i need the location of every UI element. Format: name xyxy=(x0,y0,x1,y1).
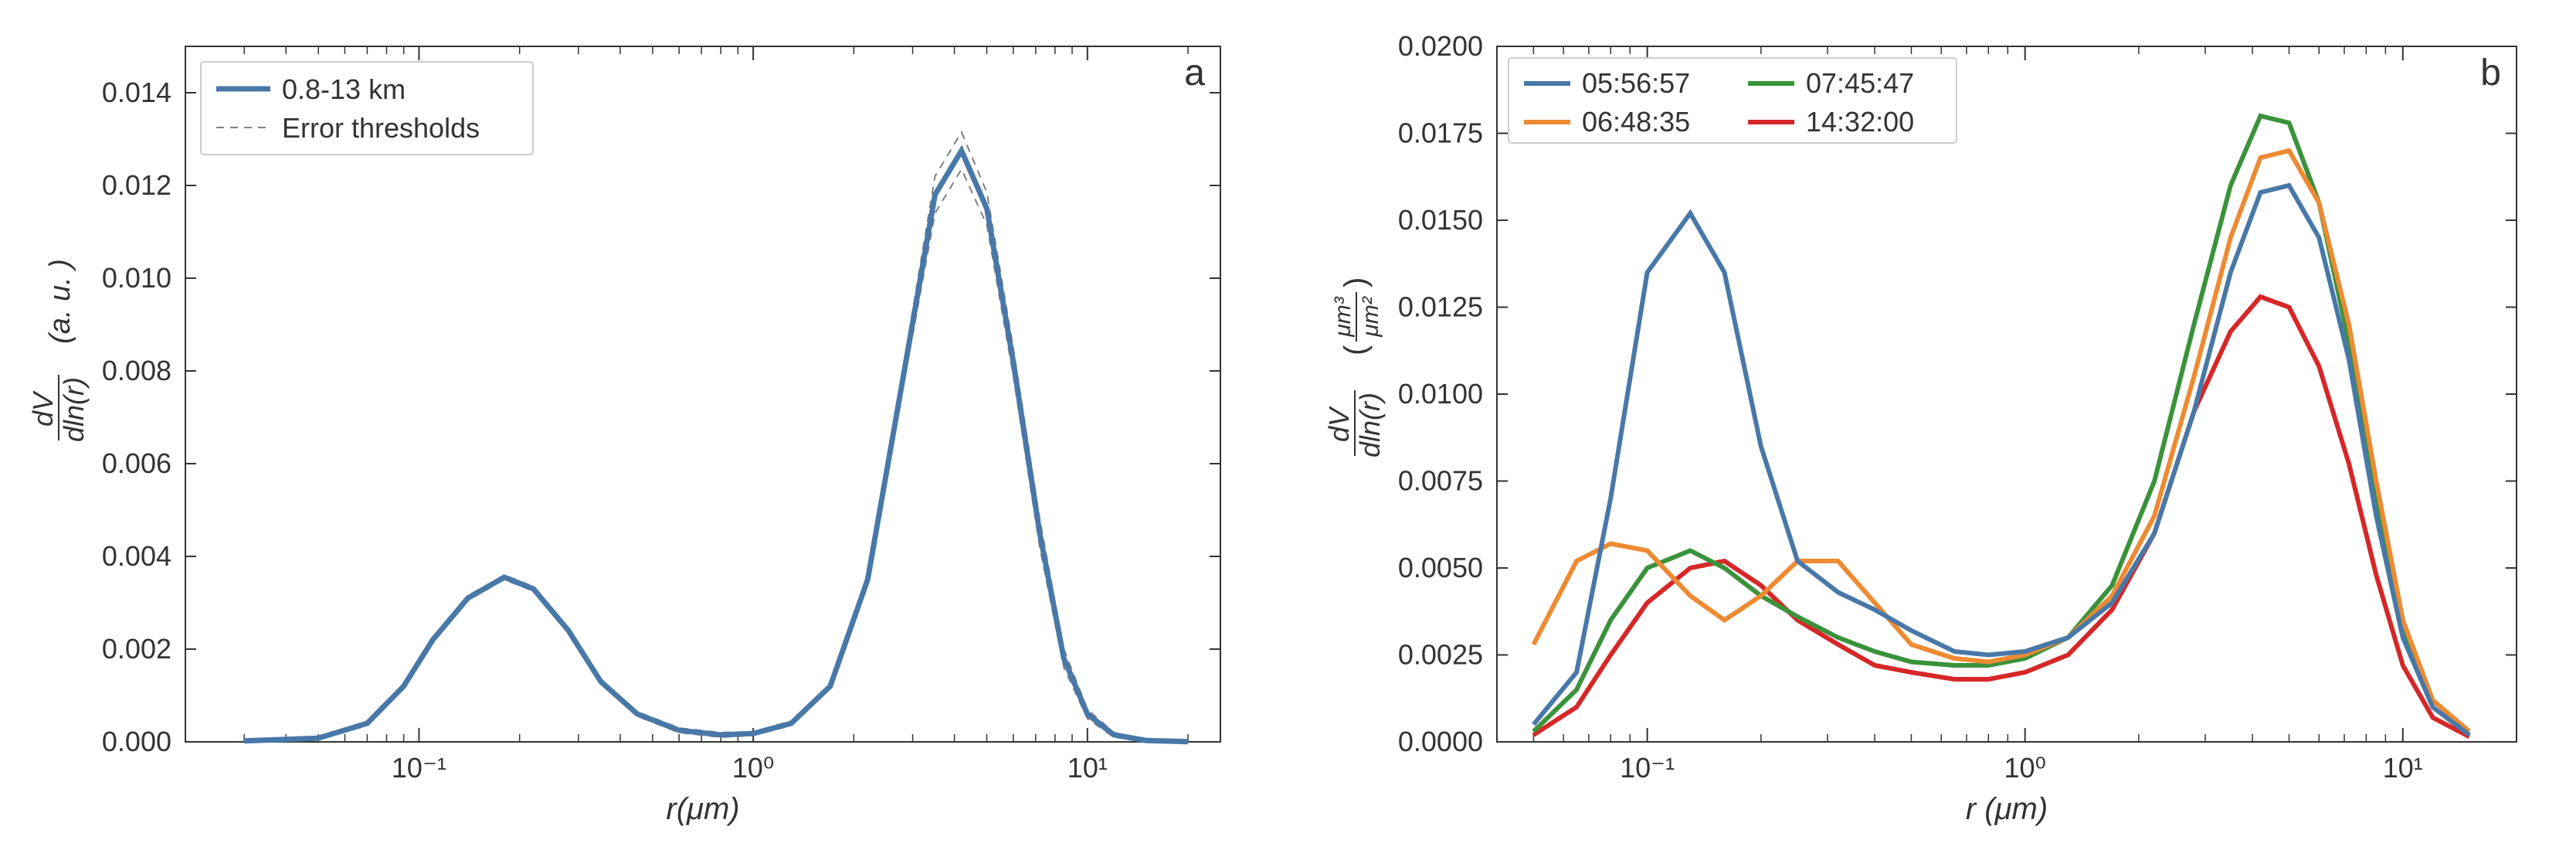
xtick-label: 10⁰ xyxy=(732,752,774,784)
ytick-label: 0.000 xyxy=(102,726,171,757)
panel-a: 0.000 0.002 0.004 0.006 0.008 0.010 0.012 0.014… xyxy=(15,15,1265,842)
error-lower-line xyxy=(244,169,1188,742)
panel-letter: b xyxy=(2480,53,2501,94)
svg-text:): ) xyxy=(1339,277,1373,287)
chart-b-svg: 0.0000 0.0025 0.0050 0.0075 0.0100 0.0125 0.01… xyxy=(1312,15,2547,842)
ytick-label: 0.006 xyxy=(102,447,171,479)
panel-letter: a xyxy=(1184,53,1205,94)
svg-text:dV: dV xyxy=(27,390,59,427)
plot-border xyxy=(1497,46,2517,742)
ytick-label: 0.0150 xyxy=(1397,204,1482,236)
ytick-label: 0.0050 xyxy=(1397,552,1482,583)
y-axis-label: dVdln(r) ( μm³μm²) xyxy=(1323,277,1386,457)
ytick-label: 0.0000 xyxy=(1397,726,1482,757)
svg-text:μm²: μm² xyxy=(1358,296,1383,337)
xtick-label: 10⁻¹ xyxy=(1620,752,1675,784)
xtick-label: 10¹ xyxy=(1067,752,1108,784)
legend-item-label: Error thresholds xyxy=(282,112,480,144)
legend-item-label: 07:45:47 xyxy=(1806,67,1914,99)
ytick-label: 0.004 xyxy=(102,540,171,572)
legend-item-label: 0.8-13 km xyxy=(282,73,406,105)
y-axis-label: dVdln(r) (a. u. ) xyxy=(27,259,90,442)
ytick-label: 0.008 xyxy=(102,355,171,386)
xtick-label: 10¹ xyxy=(2382,752,2422,784)
svg-text:μm³: μm³ xyxy=(1330,296,1356,337)
ytick-label: 0.012 xyxy=(102,169,171,201)
svg-text:(: ( xyxy=(1339,345,1373,355)
x-axis-label: r(μm) xyxy=(666,792,739,826)
ytick-label: 0.0075 xyxy=(1397,465,1482,497)
ytick-label: 0.0175 xyxy=(1397,117,1482,149)
svg-text:dln(r): dln(r) xyxy=(58,377,90,442)
error-upper-line xyxy=(244,132,1188,741)
legend-item-label: 05:56:57 xyxy=(1582,67,1690,99)
svg-text:dln(r): dln(r) xyxy=(1354,393,1386,457)
ytick-label: 0.0100 xyxy=(1397,378,1482,410)
ytick-label: 0.0200 xyxy=(1397,30,1482,62)
ytick-label: 0.0125 xyxy=(1397,291,1482,323)
legend: 0.8-13 km Error thresholds xyxy=(201,62,533,155)
xtick-label: 10⁰ xyxy=(2004,752,2045,784)
ytick-label: 0.0025 xyxy=(1397,639,1482,671)
series-line-s1 xyxy=(1533,185,2469,735)
figure: 0.000 0.002 0.004 0.006 0.008 0.010 0.012 0.014… xyxy=(15,15,2561,842)
legend-item-label: 14:32:00 xyxy=(1806,106,1914,138)
ytick-label: 0.014 xyxy=(102,77,171,108)
svg-text:(a. u. ): (a. u. ) xyxy=(44,259,76,344)
series-line-s3 xyxy=(1533,116,2469,735)
main-series-line xyxy=(244,151,1188,742)
legend: 05:56:57 06:48:35 07:45:47 14:32:00 xyxy=(1509,58,1957,143)
ytick-label: 0.002 xyxy=(102,633,171,665)
panel-b: 0.0000 0.0025 0.0050 0.0075 0.0100 0.0125 0.01… xyxy=(1312,15,2561,842)
xtick-label: 10⁻¹ xyxy=(392,752,446,784)
svg-text:dV: dV xyxy=(1323,406,1355,442)
x-axis-label: r (μm) xyxy=(1965,792,2047,826)
series-line-s4 xyxy=(1533,297,2469,736)
chart-a-svg: 0.000 0.002 0.004 0.006 0.008 0.010 0.012 0.014… xyxy=(15,15,1251,842)
ytick-label: 0.010 xyxy=(102,262,171,294)
legend-item-label: 06:48:35 xyxy=(1582,106,1690,138)
